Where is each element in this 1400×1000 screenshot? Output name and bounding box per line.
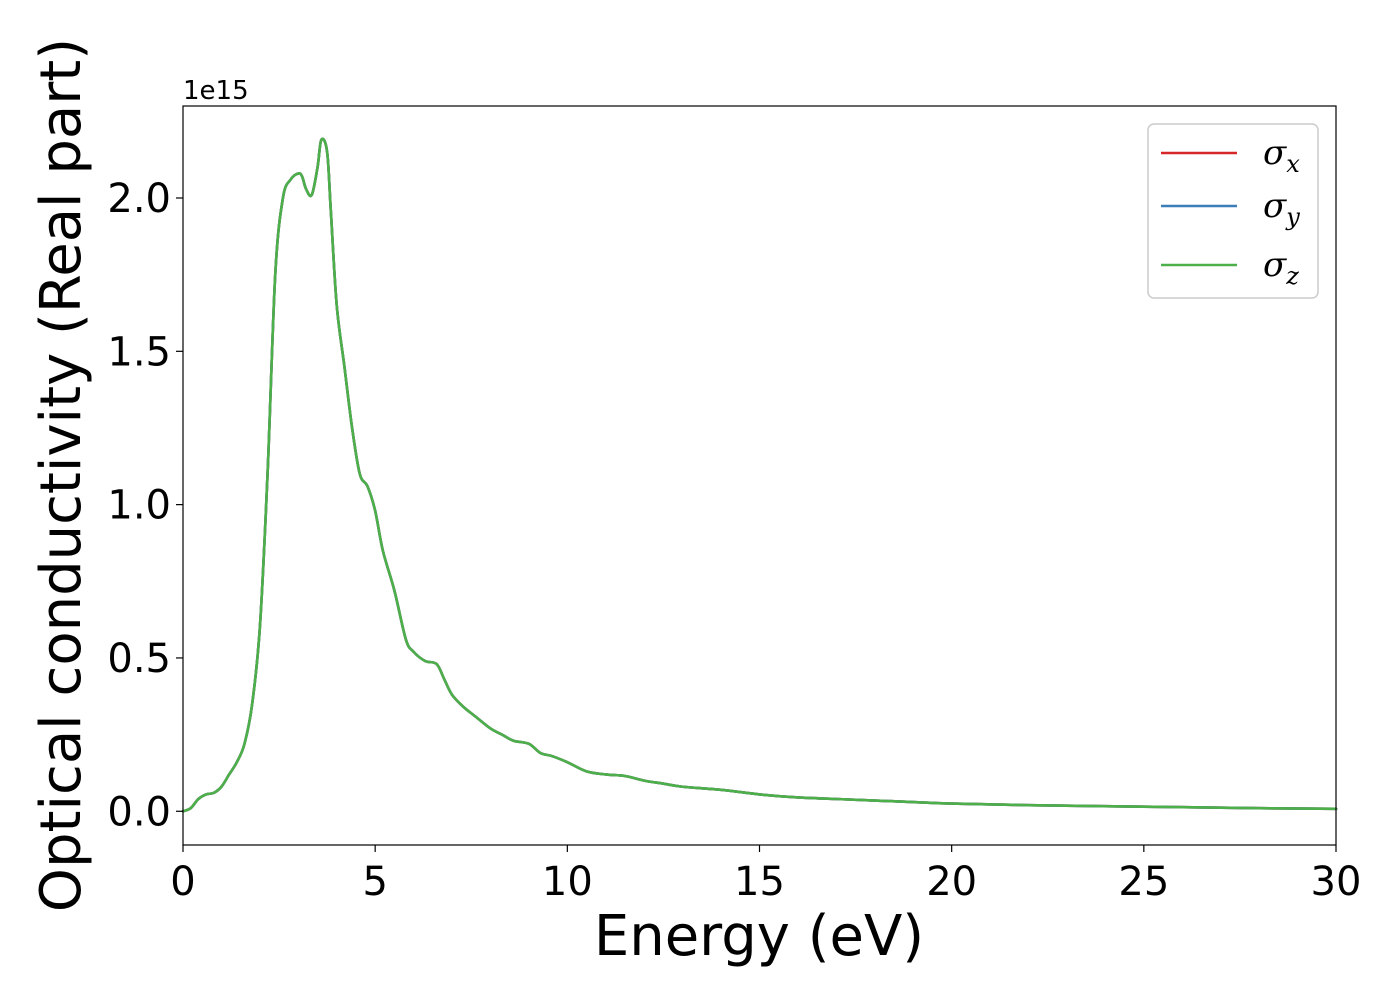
- x-axis-ticks: 0 5 10 15 20 25 30: [170, 845, 1361, 905]
- y-tick-label: 2.0: [107, 176, 171, 222]
- series-line-z: [181, 137, 1338, 813]
- x-tick-label: 10: [542, 859, 593, 905]
- plot-background: [183, 106, 1336, 845]
- y-tick-label: 1.0: [107, 483, 171, 529]
- x-tick-label: 30: [1311, 859, 1362, 905]
- x-tick-label: 25: [1118, 859, 1169, 905]
- x-tick-label: 20: [926, 859, 977, 905]
- y-axis-ticks: 0.0 0.5 1.0 1.5 2.0: [107, 176, 183, 835]
- y-tick-label: 0.0: [107, 789, 171, 835]
- x-tick-label: 5: [362, 859, 387, 905]
- x-tick-label: 0: [170, 859, 195, 905]
- y-axis-label: Optical conductivity (Real part): [29, 38, 94, 912]
- y-offset-label: 1e15: [183, 76, 249, 106]
- series-layer: [181, 137, 1338, 813]
- x-axis-label: Energy (eV): [594, 904, 924, 969]
- x-tick-label: 15: [734, 859, 785, 905]
- y-tick-label: 1.5: [107, 329, 171, 375]
- legend-box: [1147, 123, 1319, 299]
- y-tick-label: 0.5: [107, 636, 171, 682]
